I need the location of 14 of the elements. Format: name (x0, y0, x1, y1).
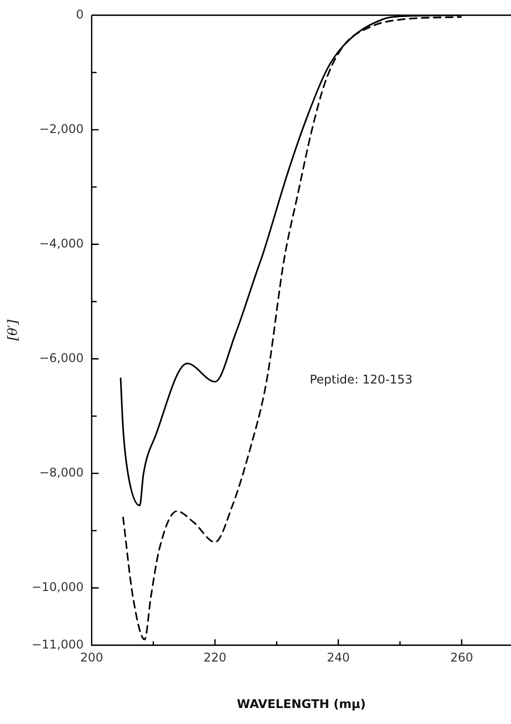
x-tick-label: 260 (450, 650, 474, 665)
y-tick-label: −10,000 (32, 580, 84, 594)
x-tick-label: 220 (204, 650, 226, 665)
y-tick-label: −2,000 (39, 122, 84, 136)
x-axis-title: WAVELENGTH (mμ) (236, 696, 366, 711)
y-tick-label: −11,000 (32, 637, 84, 652)
x-tick-label: 200 (80, 650, 104, 665)
y-tick-label: −4,000 (39, 236, 84, 250)
x-tick-label: 240 (326, 650, 350, 665)
y-tick-label: −6,000 (39, 350, 84, 365)
annotation: Peptide: 120-153 (310, 372, 413, 387)
y-axis-title: [θ′] (6, 318, 22, 341)
y-tick-label: 0 (76, 7, 84, 22)
y-tick-label: −8,000 (39, 466, 84, 480)
